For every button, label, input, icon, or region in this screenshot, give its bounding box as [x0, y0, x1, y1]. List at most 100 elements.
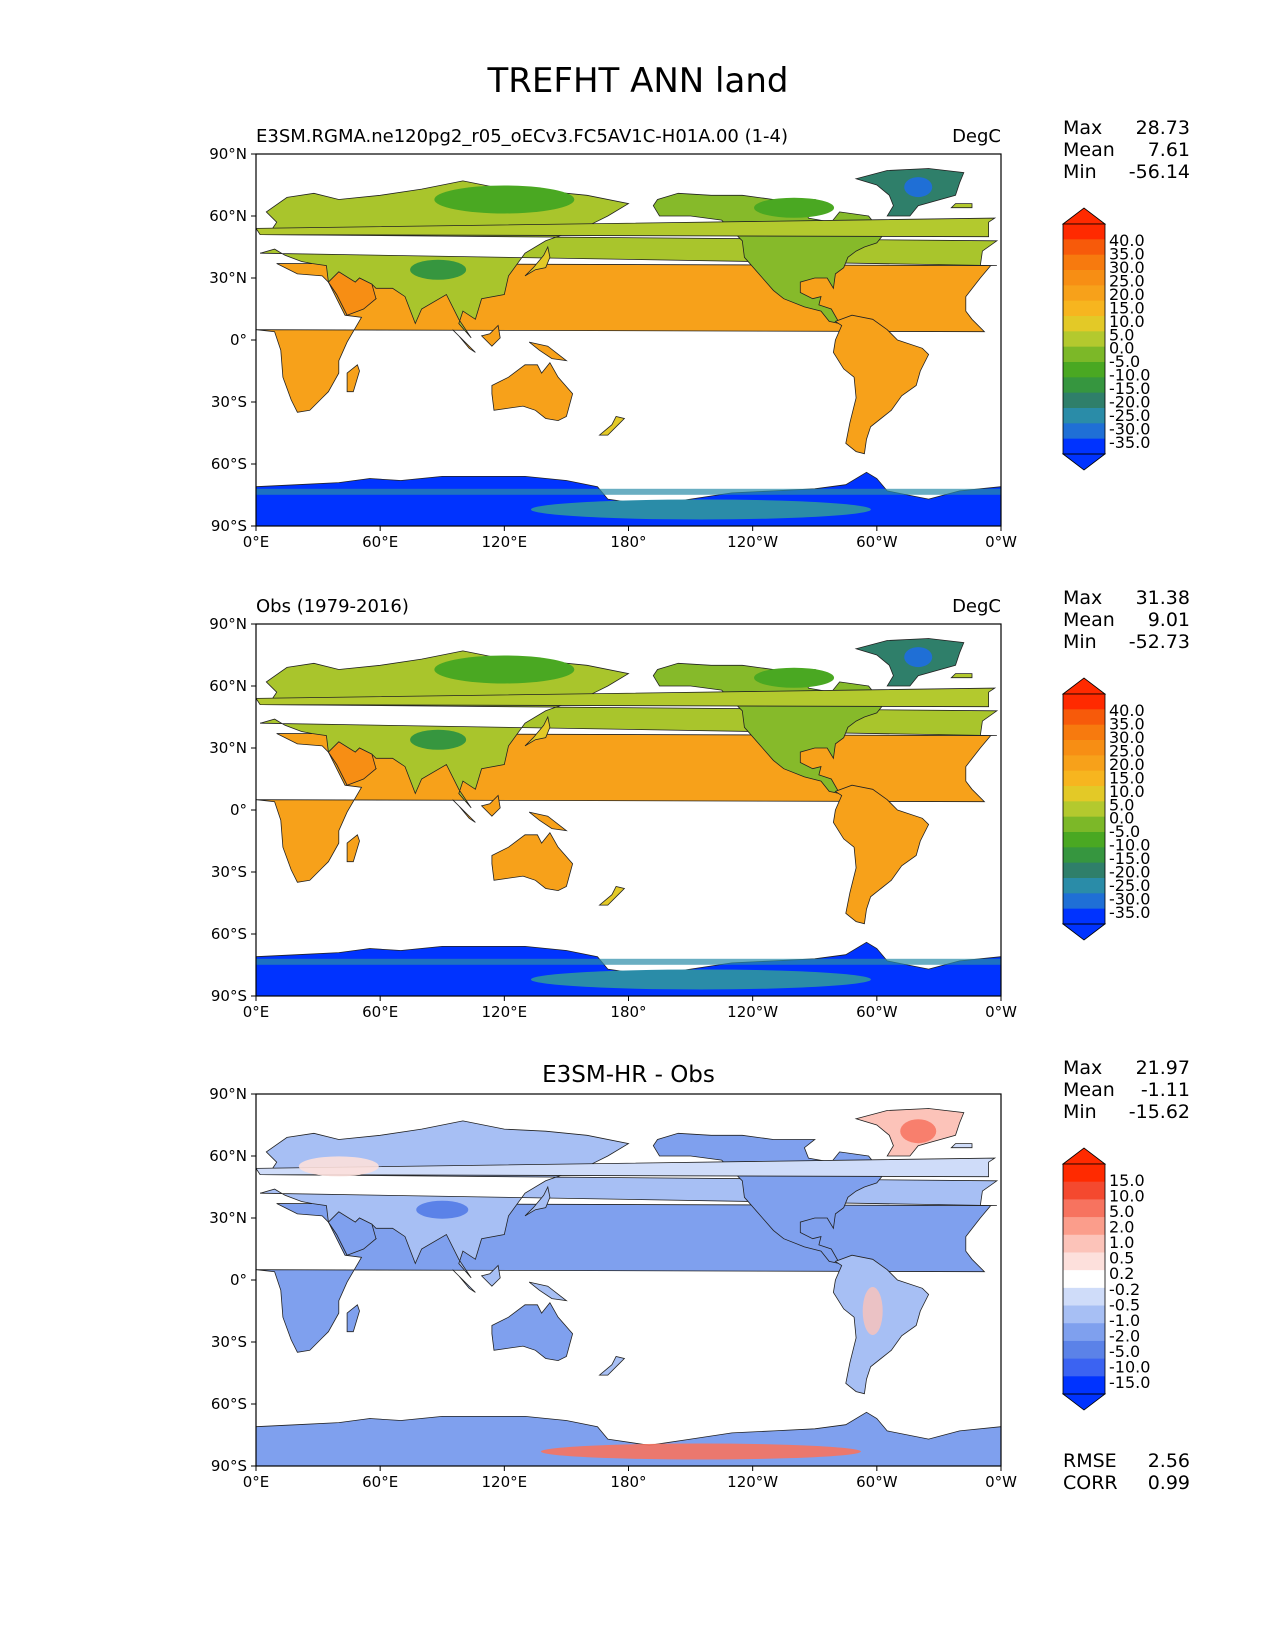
colorbar-swatch	[1063, 694, 1105, 710]
land-newzealand	[598, 1356, 626, 1376]
y-tick-label: 90°S	[211, 987, 247, 1005]
land-southamerica	[832, 784, 930, 925]
colorbar-swatch	[1063, 740, 1105, 756]
y-tick-label: 60°N	[209, 207, 247, 225]
colorbar-swatch	[1063, 224, 1105, 240]
y-tick-label: 30°S	[211, 1333, 247, 1351]
stat-label: Min	[1063, 161, 1097, 183]
stat-label: Min	[1063, 1101, 1097, 1123]
stat-value: -15.62	[1129, 1101, 1190, 1123]
ross-warm-bias	[540, 1443, 861, 1460]
colorbar-tick-label: 40.0	[1109, 231, 1145, 250]
colorbar-swatch	[1063, 1270, 1105, 1289]
land-borneo	[480, 324, 501, 347]
land-arabia	[327, 741, 377, 786]
stat-value: 31.38	[1136, 587, 1190, 609]
tibet-cold-region	[410, 259, 467, 280]
colorbar-swatch	[1063, 847, 1105, 864]
panel-units: DegC	[952, 596, 1001, 617]
land-sumatra	[452, 799, 476, 823]
y-tick-label: 90°S	[211, 1457, 247, 1475]
x-tick-label: 120°E	[482, 1473, 528, 1491]
land-australia	[491, 361, 574, 422]
panel-left-title: Obs (1979-2016)	[256, 596, 409, 617]
land-arabia	[327, 1211, 377, 1256]
stat-label: Mean	[1063, 609, 1115, 631]
y-tick-label: 60°S	[211, 455, 247, 473]
colorbar-tick-label: 15.0	[1109, 298, 1145, 317]
colorbar-swatch	[1063, 709, 1105, 726]
colorbar-swatch	[1063, 1217, 1105, 1236]
colorbar-tick-label: 5.0	[1109, 325, 1134, 344]
greenland-interior	[904, 177, 933, 198]
colorbar-swatch	[1063, 331, 1105, 348]
land-iceland	[950, 203, 973, 209]
colorbar-swatch	[1063, 1323, 1105, 1342]
land-newzealand	[598, 416, 626, 436]
colorbar-swatch	[1063, 908, 1105, 925]
colorbar-tick-label: 35.0	[1109, 244, 1145, 263]
colorbar-swatch	[1063, 786, 1105, 802]
colorbar-swatch	[1063, 1358, 1105, 1377]
colorbar-tick-label: -5.0	[1109, 352, 1140, 371]
x-tick-label: 60°E	[362, 1003, 398, 1021]
colorbar-swatch	[1063, 285, 1105, 302]
land-newguinea	[528, 811, 568, 832]
y-tick-label: 30°N	[209, 269, 247, 287]
colorbar-tick-label: -35.0	[1109, 433, 1150, 452]
colorbar-swatch	[1063, 254, 1105, 271]
colorbar-tick-label: 0.5	[1109, 1249, 1134, 1268]
colorbar-tick-label: -30.0	[1109, 890, 1150, 909]
canada-cold-region	[754, 667, 835, 688]
x-tick-label: 60°E	[362, 1473, 398, 1491]
land-iceland	[950, 673, 973, 679]
colorbar-tick-label: -25.0	[1109, 876, 1150, 895]
colorbar-swatch	[1063, 770, 1105, 787]
colorbar-tick-label: 10.0	[1109, 312, 1145, 331]
stat-value: -1.11	[1141, 1079, 1190, 1101]
figure-title: TREFHT ANN land	[487, 61, 789, 101]
colorbar-tick-label: -30.0	[1109, 420, 1150, 439]
y-tick-label: 30°S	[211, 393, 247, 411]
land-borneo	[480, 1264, 501, 1287]
colorbar-tick-label: -35.0	[1109, 903, 1150, 922]
stat-label: Max	[1063, 587, 1102, 609]
colorbar-tick-label: 1.0	[1109, 1233, 1134, 1252]
stat-label: Mean	[1063, 139, 1115, 161]
colorbar-tick-label: -20.0	[1109, 393, 1150, 412]
colorbar-swatch	[1063, 724, 1105, 741]
y-tick-label: 90°N	[209, 145, 247, 163]
colorbar-tick-label: -0.5	[1109, 1295, 1140, 1314]
antarctic-edge-band	[256, 958, 1001, 965]
colorbar-swatch	[1063, 377, 1105, 394]
colorbar-tick-label: -0.2	[1109, 1280, 1140, 1299]
colorbar-swatch	[1063, 1181, 1105, 1200]
y-tick-label: 60°N	[209, 677, 247, 695]
canada-cold-region	[754, 197, 835, 218]
stat-label: RMSE	[1063, 1450, 1117, 1472]
colorbar-tick-label: 15.0	[1109, 768, 1145, 787]
map-land-group	[256, 168, 1001, 526]
colorbar-tick-label: 10.0	[1109, 1187, 1145, 1206]
y-tick-label: 30°N	[209, 739, 247, 757]
antarctic-edge-band	[256, 488, 1001, 495]
y-tick-label: 60°N	[209, 1147, 247, 1165]
panel-left-title: E3SM.RGMA.ne120pg2_r05_oECv3.FC5AV1C-H01…	[256, 126, 788, 147]
stat-label: CORR	[1063, 1472, 1118, 1494]
colorbar-tick-label: 25.0	[1109, 271, 1145, 290]
colorbar-tick-label: 10.0	[1109, 782, 1145, 801]
colorbar-tick-label: -5.0	[1109, 822, 1140, 841]
land-madagascar	[346, 834, 360, 863]
colorbar-swatch	[1063, 423, 1105, 440]
y-tick-label: 90°N	[209, 615, 247, 633]
greenland-interior	[904, 647, 933, 668]
land-sumatra	[452, 1269, 476, 1293]
tibet-cold-bias	[416, 1200, 469, 1219]
land-borneo	[480, 794, 501, 817]
colorbar-tick-label: -10.0	[1109, 1357, 1150, 1376]
y-tick-label: 90°N	[209, 1085, 247, 1103]
stat-value: 2.56	[1148, 1450, 1190, 1472]
stat-label: Mean	[1063, 1079, 1115, 1101]
x-tick-label: 0°W	[985, 533, 1017, 551]
